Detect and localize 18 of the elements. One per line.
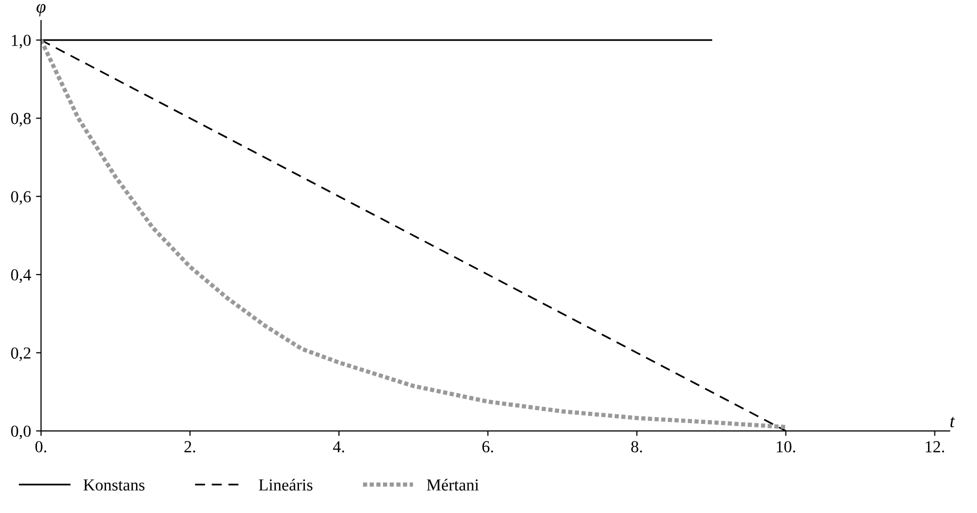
x-tick-label: 0.	[35, 441, 46, 452]
x-tick-label: 4.	[333, 441, 344, 452]
legend-label: Mértani	[426, 478, 479, 491]
x-tick-label: 2.	[184, 441, 196, 452]
y-tick-label: 0,0	[11, 426, 31, 440]
y-tick-label: 0,2	[11, 347, 30, 362]
x-tick-label: 6.	[482, 441, 494, 452]
y-tick-label: 0,6	[11, 191, 31, 205]
x-tick-label: 12.	[926, 441, 944, 452]
y-tick-label: 0,8	[11, 112, 31, 127]
x-tick-label: 8.	[631, 441, 642, 452]
y-tick-label: 0,4	[11, 269, 32, 283]
y-axis-title: φ	[36, 4, 46, 16]
y-tick-label: 1,0	[12, 34, 31, 48]
legend-label: Lineáris	[258, 478, 312, 491]
x-axis-title: t	[950, 416, 956, 428]
legend-label: Konstans	[84, 480, 144, 491]
x-tick-label: 10.	[776, 441, 796, 452]
